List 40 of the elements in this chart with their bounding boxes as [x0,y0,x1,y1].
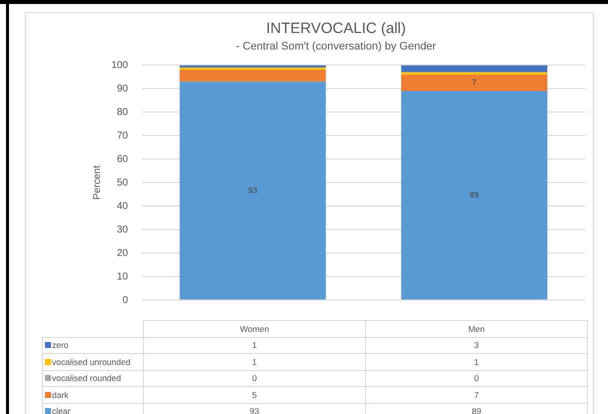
data-label: 0 [366,370,588,386]
legend-label: zero [42,337,144,354]
data-label: 93 [144,403,366,414]
y-tick-label: 20 [116,248,128,259]
x-tick-label: Women [144,320,366,337]
y-tick-label: 70 [116,130,128,142]
y-tick-label: 60 [116,154,128,165]
bar [180,82,326,300]
y-tick-label: 90 [116,83,128,94]
data-label: 89 [366,403,588,414]
y-tick-label: 40 [116,200,128,212]
data-label: 3 [366,337,588,354]
bar [401,91,548,300]
text: 7 [472,78,476,88]
data-label: 0 [144,370,366,386]
legend-label: vocalised unrounded [42,354,144,370]
y-tick-label: 80 [116,106,128,118]
data-label: 5 [144,386,366,403]
bar [180,70,326,82]
legend-label: dark [42,386,144,403]
chart-subtitle: - Central Som't (conversation) by Gender [236,40,436,53]
y-tick-label: 100 [111,60,128,71]
y-axis-title: Percent [92,165,103,200]
x-tick-label: Men [366,320,588,337]
bar [401,74,548,92]
chart-title: INTERVOCALIC (all) [266,20,406,38]
y-tick-label: 0 [122,294,128,306]
data-label: 7 [366,386,588,403]
legend-label: vocalised rounded [42,370,144,386]
y-tick-label: 50 [116,177,128,188]
data-label: 1 [366,354,588,370]
y-tick-label: 10 [116,271,128,282]
legend-label: clear [42,403,144,414]
data-label: 1 [144,354,366,370]
text: 93 [248,186,258,195]
y-tick-label: 30 [116,224,128,236]
bar [401,65,548,72]
text: 89 [470,190,479,200]
bar [401,72,548,75]
data-label: 1 [144,337,366,354]
